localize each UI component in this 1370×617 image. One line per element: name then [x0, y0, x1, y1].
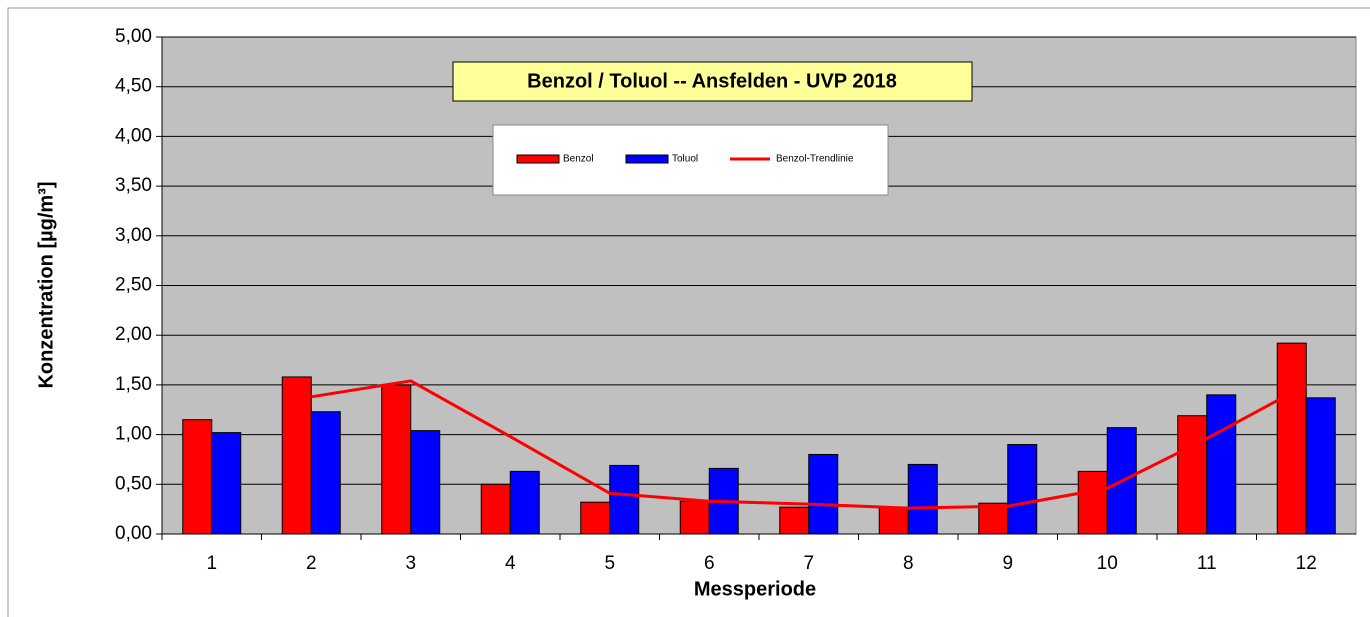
y-tick-label: 3,50	[115, 175, 152, 196]
x-tick-label: 3	[405, 553, 416, 574]
bar	[480, 483, 511, 535]
y-tick-label: 2,50	[115, 275, 152, 296]
bar	[580, 501, 611, 535]
bar	[1206, 394, 1237, 535]
y-tick-label: 2,00	[115, 324, 152, 345]
x-tick-label: 5	[604, 553, 615, 574]
bar	[1077, 470, 1108, 535]
bar	[1305, 397, 1336, 535]
bar	[310, 411, 341, 535]
y-tick-label: 1,00	[115, 424, 152, 445]
x-tick-label: 4	[505, 553, 516, 574]
legend-swatch	[516, 154, 560, 164]
bar	[808, 453, 839, 535]
bar	[281, 376, 312, 535]
y-axis-label: Konzentration [µg/m³]	[35, 181, 57, 388]
title-box	[452, 61, 973, 102]
y-tick-label: 3,00	[115, 225, 152, 246]
bar	[1276, 342, 1307, 535]
x-tick-label: 7	[803, 553, 814, 574]
bar	[1177, 415, 1208, 535]
bar	[609, 464, 640, 535]
x-tick-label: 10	[1097, 553, 1118, 574]
y-tick-label: 4,50	[115, 76, 152, 97]
bar	[907, 463, 938, 535]
trend-line	[311, 379, 1307, 510]
y-tick-label: 0,50	[115, 473, 152, 494]
x-tick-label: 6	[704, 553, 715, 574]
bar	[679, 500, 710, 535]
x-axis-label: Messperiode	[694, 578, 816, 600]
x-tick-label: 11	[1197, 553, 1217, 574]
bar	[182, 419, 213, 535]
y-tick-label: 1,50	[115, 374, 152, 395]
bar	[410, 430, 441, 535]
x-tick-label: 12	[1296, 553, 1317, 574]
bar	[509, 470, 540, 535]
y-tick-label: 0,00	[115, 523, 152, 544]
legend-label: Benzol	[563, 154, 594, 165]
x-tick-label: 2	[306, 553, 317, 574]
bar	[878, 506, 909, 535]
bar	[779, 506, 810, 535]
chart-title: Benzol / Toluol -- Ansfelden - UVP 2018	[527, 70, 897, 92]
legend-label: Toluol	[672, 154, 698, 165]
bar	[211, 432, 242, 535]
bar	[381, 384, 412, 535]
x-tick-label: 9	[1002, 553, 1013, 574]
x-tick-label: 1	[206, 553, 217, 574]
y-tick-label: 5,00	[115, 26, 152, 47]
bar	[1007, 444, 1038, 535]
legend-swatch	[625, 154, 669, 164]
legend-label: Benzol-Trendlinie	[776, 154, 854, 165]
y-tick-label: 4,00	[115, 125, 152, 146]
x-tick-label: 8	[903, 553, 914, 574]
